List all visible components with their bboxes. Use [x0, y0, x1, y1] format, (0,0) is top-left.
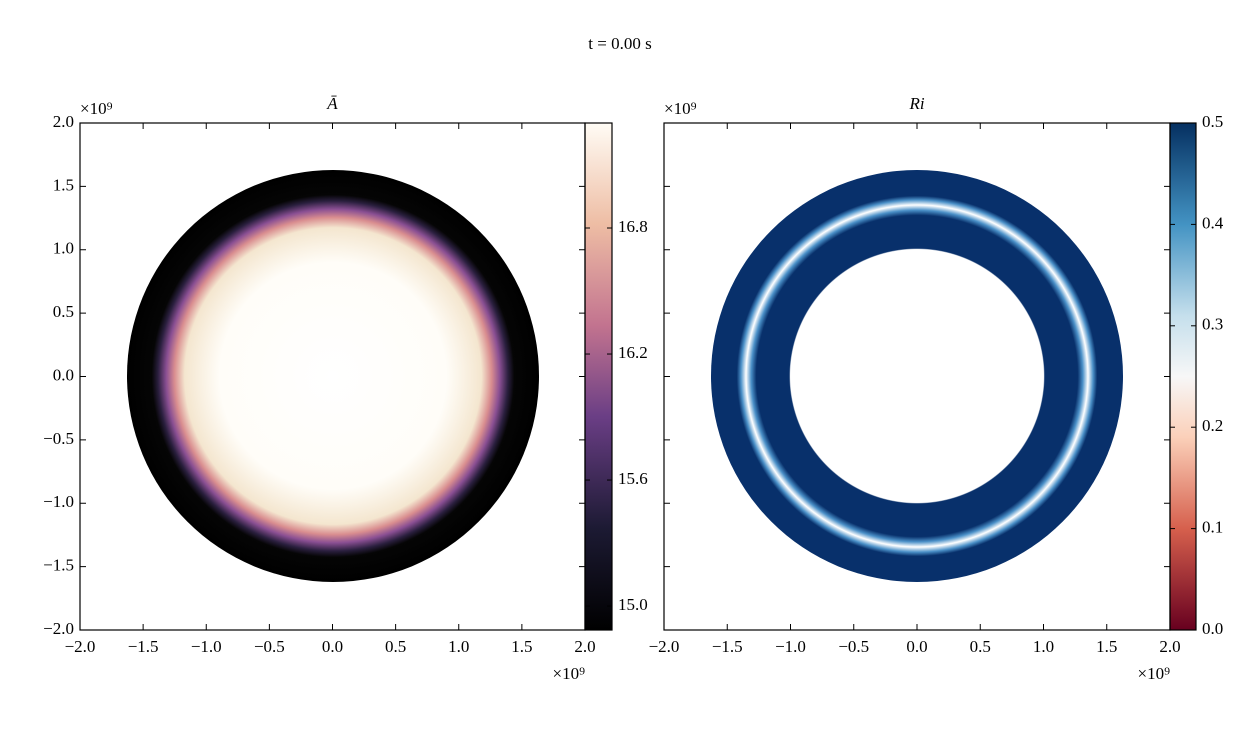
x-tick-label: 1.5 — [1096, 637, 1117, 656]
x-tick-label: −1.0 — [775, 637, 806, 656]
x-tick-label: −0.5 — [254, 637, 285, 656]
y-tick-label: −1.0 — [43, 492, 74, 511]
x-tick-label: 1.5 — [511, 637, 532, 656]
colorbar-tick-label: 0.0 — [1202, 619, 1223, 638]
y-tick-label: −2.0 — [43, 619, 74, 638]
x-offset-label: ×10⁹ — [1137, 664, 1170, 683]
y-tick-label: −1.5 — [43, 556, 74, 575]
x-tick-label: 0.5 — [970, 637, 991, 656]
colorbar-tick-label: 16.2 — [618, 343, 648, 362]
colorbar — [584, 122, 613, 631]
x-tick-label: 1.0 — [1033, 637, 1054, 656]
colorbar-tick-label: 0.4 — [1202, 213, 1224, 232]
y-offset-label: ×10⁹ — [664, 99, 697, 118]
x-offset-label: ×10⁹ — [552, 664, 585, 683]
colorbar — [1169, 122, 1197, 631]
colorbar-tick-label: 0.3 — [1202, 315, 1223, 334]
x-tick-label: −1.5 — [128, 637, 159, 656]
x-tick-label: −1.5 — [712, 637, 743, 656]
panel-title: Ā — [326, 94, 338, 113]
x-tick-label: 0.0 — [906, 637, 927, 656]
x-tick-label: −2.0 — [65, 637, 96, 656]
colorbar-tick-label: 16.8 — [618, 217, 648, 236]
x-tick-label: −0.5 — [838, 637, 869, 656]
y-tick-label: 0.0 — [53, 365, 74, 384]
colorbar-tick-label: 15.6 — [618, 469, 648, 488]
image-a — [127, 170, 539, 582]
y-tick-label: 1.5 — [53, 175, 74, 194]
panel-title: Ri — [908, 94, 924, 113]
x-tick-label: −2.0 — [649, 637, 680, 656]
y-tick-label: 0.5 — [53, 302, 74, 321]
colorbar-tick-label: 0.2 — [1202, 416, 1223, 435]
y-tick-label: −0.5 — [43, 429, 74, 448]
x-tick-label: 1.0 — [448, 637, 469, 656]
y-offset-label: ×10⁹ — [80, 99, 113, 118]
x-tick-label: 2.0 — [574, 637, 595, 656]
x-tick-label: 0.5 — [385, 637, 406, 656]
colorbar-tick-label: 0.5 — [1202, 112, 1223, 131]
figure-title: t = 0.00 s — [588, 34, 651, 53]
x-tick-label: 0.0 — [322, 637, 343, 656]
image-ri — [711, 170, 1123, 582]
y-tick-label: 1.0 — [53, 239, 74, 258]
colorbar-tick-label: 0.1 — [1202, 518, 1223, 537]
colorbar-tick-label: 15.0 — [618, 595, 648, 614]
x-tick-label: 2.0 — [1159, 637, 1180, 656]
y-tick-label: 2.0 — [53, 112, 74, 131]
x-tick-label: −1.0 — [191, 637, 222, 656]
